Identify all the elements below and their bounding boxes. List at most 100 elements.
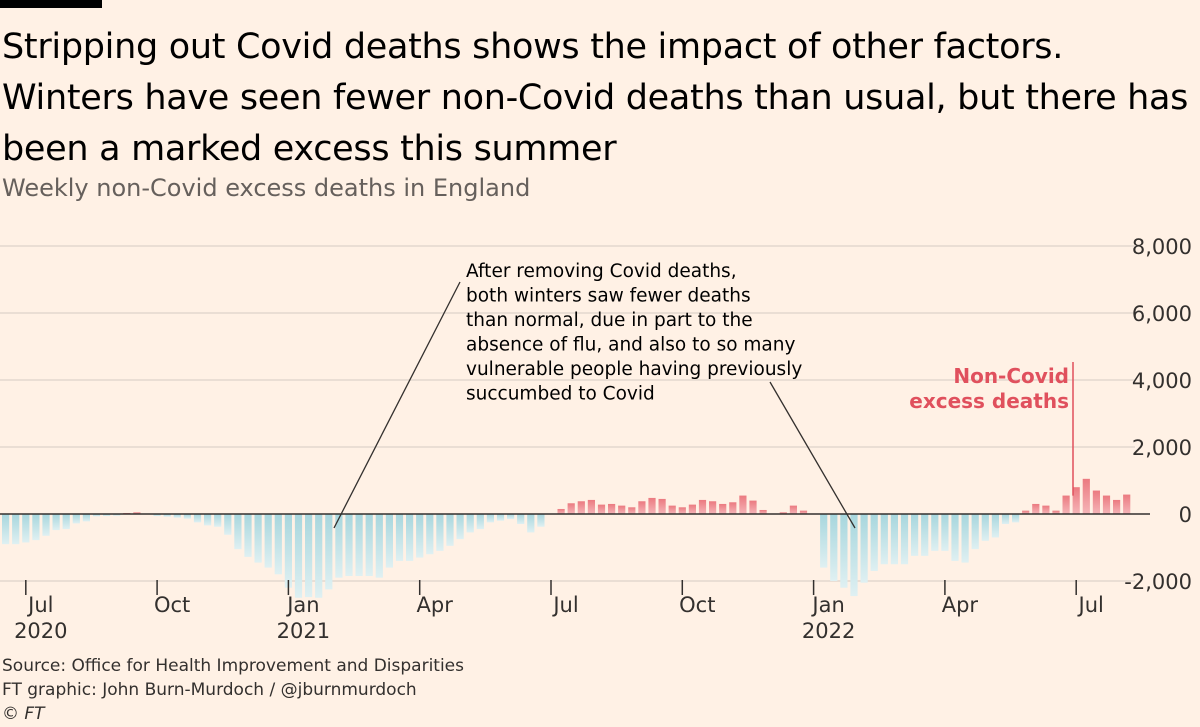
bar [759, 509, 767, 514]
bar [32, 514, 40, 541]
bar [12, 514, 20, 545]
bar [193, 514, 202, 523]
bar [284, 514, 292, 588]
bar [355, 514, 363, 576]
bar [426, 514, 434, 555]
ft-brand-bar [0, 0, 102, 8]
bar [375, 514, 383, 578]
y-tick-label: 4,000 [1132, 369, 1192, 393]
annotation: After removing Covid deaths, both winters… [333, 261, 856, 529]
bar [103, 514, 111, 517]
bar [638, 501, 646, 514]
x-tick-month: Apr [417, 593, 454, 617]
bar [870, 514, 878, 571]
copyright: © FT [2, 704, 45, 724]
bar [1092, 490, 1100, 514]
footer: Source: Office for Health Improvement an… [2, 654, 464, 726]
x-tick-year: 2020 [14, 619, 67, 643]
chart-title: Stripping out Covid deaths shows the imp… [2, 27, 1189, 169]
bar [860, 514, 868, 583]
bar [820, 514, 828, 568]
bar [1052, 510, 1060, 514]
bar [1072, 487, 1080, 514]
bar [345, 514, 353, 576]
bar [678, 507, 686, 514]
bar [537, 514, 545, 527]
bar [183, 514, 191, 519]
bar [709, 501, 717, 514]
annotation-leader-2022 [769, 381, 856, 529]
bar [1123, 494, 1131, 514]
bar [597, 504, 606, 514]
bar [416, 514, 424, 558]
bar [72, 514, 80, 524]
bar [658, 498, 666, 514]
bar [113, 514, 121, 516]
bar [274, 514, 282, 575]
source-note: Source: Office for Health Improvement an… [2, 656, 464, 676]
bar [335, 514, 343, 578]
graphic-credit: FT graphic: John Burn-Murdoch / @jburnmu… [2, 680, 417, 700]
bar [951, 514, 959, 561]
bar [557, 508, 565, 514]
y-gridlines [0, 245, 1135, 582]
bar [941, 514, 949, 551]
bar [294, 514, 303, 598]
bar [244, 514, 252, 557]
bar [406, 514, 414, 561]
bar [204, 514, 212, 526]
bar [608, 503, 616, 514]
bar [456, 514, 464, 540]
bar [52, 514, 60, 531]
bar [1062, 495, 1070, 514]
annotation-leader-2021 [333, 281, 461, 529]
bar [931, 514, 939, 551]
bar [42, 514, 50, 536]
bar [981, 514, 989, 541]
y-axis-labels: -2,000 0 2,000 4,000 6,000 8,000 [1124, 235, 1192, 594]
bar [991, 514, 999, 538]
bar [305, 514, 313, 598]
bar [668, 505, 676, 514]
bar [325, 514, 333, 590]
bar [62, 514, 70, 530]
bar [365, 514, 373, 576]
bar [830, 514, 838, 581]
chart-subtitle: Weekly non-Covid excess deaths in Englan… [2, 174, 531, 202]
bar [385, 514, 393, 568]
bar [799, 510, 808, 514]
x-tick-year: 2022 [802, 619, 855, 643]
y-tick-label: 6,000 [1132, 302, 1192, 326]
bar [840, 514, 848, 588]
bar [436, 514, 444, 551]
bar [1102, 495, 1111, 514]
bar [567, 503, 575, 514]
x-tick-month: Jan [285, 593, 319, 617]
bar [648, 497, 656, 514]
bar [1032, 503, 1040, 514]
bar [1001, 514, 1010, 525]
bar [719, 503, 727, 514]
bar [2, 514, 10, 545]
bar [961, 514, 969, 563]
x-tick-month: Oct [154, 593, 190, 617]
series-label-text: Non-Covid excess deaths [909, 364, 1069, 413]
bar [476, 514, 484, 530]
bar [698, 499, 707, 514]
bar [850, 514, 858, 597]
bar [971, 514, 979, 550]
bar [587, 499, 595, 514]
bar [1022, 510, 1030, 514]
bar [628, 507, 636, 514]
bar [900, 514, 909, 565]
bar [496, 514, 505, 521]
bar [163, 514, 171, 517]
x-tick-month: Jul [1077, 593, 1104, 617]
bar [466, 514, 474, 533]
bar [22, 514, 30, 543]
bar [911, 514, 919, 556]
bar [264, 514, 272, 568]
bar [789, 505, 797, 514]
